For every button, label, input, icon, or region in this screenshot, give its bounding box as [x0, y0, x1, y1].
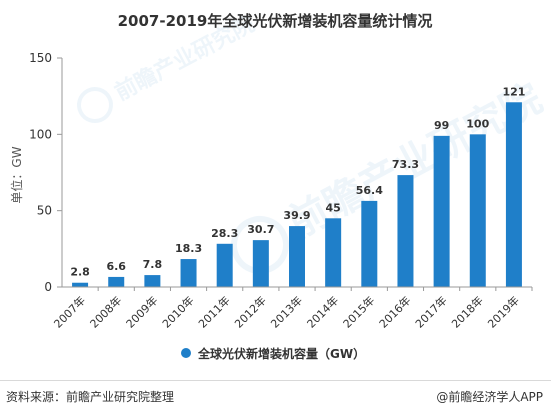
data-label: 6.6	[106, 260, 126, 273]
chart-title: 2007-2019年全球光伏新增装机容量统计情况	[118, 12, 433, 30]
y-tick-label: 100	[29, 127, 52, 141]
y-axis-label: 单位：GW	[9, 146, 24, 203]
data-label: 7.8	[143, 258, 163, 271]
brand-credit: @前瞻经济学人APP	[436, 390, 543, 404]
x-tick-label: 2008年	[87, 293, 124, 330]
bar	[469, 134, 486, 287]
x-tick-label: 2007年	[51, 293, 88, 330]
footer: 资料来源：前瞻产业研究院整理 @前瞻经济学人APP	[0, 382, 551, 410]
bar	[72, 282, 89, 287]
x-tick-label: 2015年	[340, 293, 377, 330]
bar	[505, 102, 522, 287]
x-tick-label: 2011年	[195, 293, 232, 330]
bar	[180, 259, 197, 287]
x-tick-label: 2014年	[304, 293, 341, 330]
data-label: 18.3	[175, 242, 202, 255]
y-tick-label: 150	[29, 51, 52, 65]
data-label: 99	[434, 119, 449, 132]
data-label: 45	[325, 201, 340, 214]
bar-series: 2.8 6.6 7.8 18.3 28.3 30.7 39.9 45 56.4 73.3 99 100…	[70, 85, 525, 287]
source-note: 资料来源：前瞻产业研究院整理	[6, 390, 175, 404]
footer-divider	[0, 380, 551, 381]
x-tick-label: 2013年	[268, 293, 305, 330]
legend: 全球光伏新增装机容量（GW）	[181, 346, 365, 361]
y-tick-label: 50	[37, 204, 52, 218]
bar	[397, 175, 414, 287]
x-tick-label: 2016年	[376, 293, 413, 330]
x-tick-label: 2018年	[448, 293, 485, 330]
bar	[289, 226, 305, 287]
x-tick-label: 2009年	[123, 293, 160, 330]
data-label: 56.4	[356, 184, 383, 197]
data-label: 2.8	[70, 266, 90, 279]
data-label: 28.3	[211, 227, 238, 240]
x-tick-label: 2019年	[485, 293, 522, 330]
data-label: 121	[502, 85, 525, 98]
x-tick-label: 2017年	[412, 293, 449, 330]
data-label: 30.7	[247, 223, 274, 236]
y-axis: 0 50 100 150	[29, 51, 63, 294]
data-label: 73.3	[392, 158, 419, 171]
x-axis: 2007年 2008年 2009年 2010年 2011年 2012年 2013年 2014年…	[51, 286, 533, 331]
bar	[325, 218, 342, 287]
x-tick-label: 2010年	[159, 293, 196, 330]
bar	[361, 200, 378, 287]
legend-label: 全球光伏新增装机容量（GW）	[197, 346, 365, 361]
bar	[216, 243, 233, 287]
x-tick-label: 2012年	[231, 293, 268, 330]
bar	[433, 135, 450, 287]
legend-swatch	[181, 348, 191, 358]
bar	[144, 275, 161, 287]
y-tick-label: 0	[44, 280, 52, 294]
data-label: 39.9	[283, 209, 310, 222]
bar	[108, 276, 125, 287]
data-label: 100	[466, 117, 489, 130]
bar	[252, 240, 269, 287]
